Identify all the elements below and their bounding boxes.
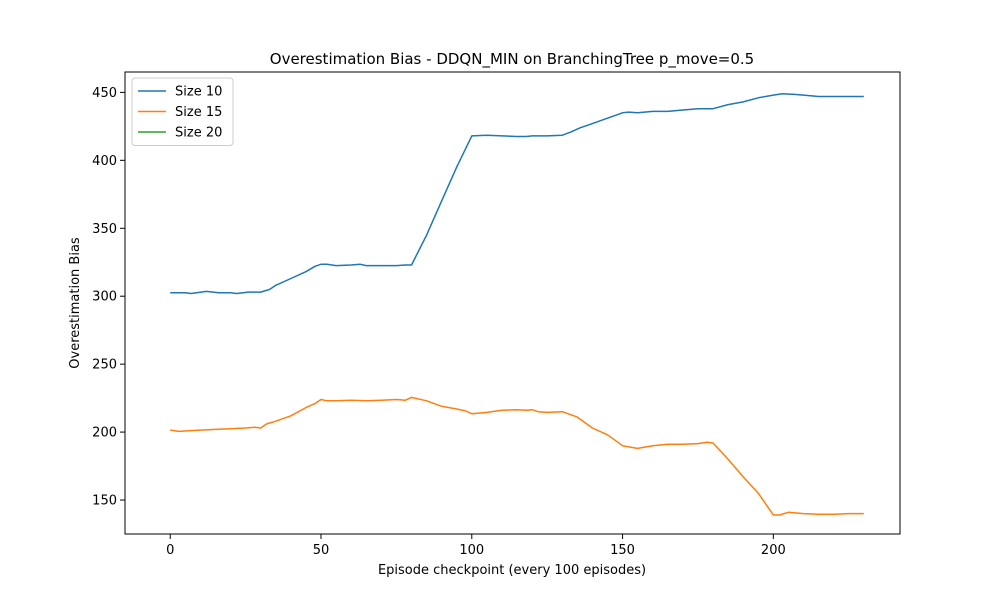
x-tick-label: 0 (166, 543, 174, 558)
y-axis-label: Overestimation Bias (68, 237, 83, 369)
series-line-1 (170, 92, 864, 295)
x-tick-label: 100 (459, 543, 484, 558)
x-tick-label: 200 (761, 543, 786, 558)
y-tick-label: 200 (92, 426, 117, 441)
y-tick-label: 250 (92, 358, 117, 373)
y-tick-label: 400 (92, 154, 117, 169)
y-tick-label: 450 (92, 86, 117, 101)
plot-frame (124, 71, 901, 535)
y-tick-label: 350 (92, 222, 117, 237)
legend-box (131, 77, 234, 146)
y-axis: 150 200 250 300 350 400 450 (92, 86, 125, 509)
x-tick-label: 150 (610, 543, 635, 558)
x-tick-label: 50 (313, 543, 330, 558)
y-tick-label: 150 (92, 494, 117, 509)
y-tick-label: 300 (92, 290, 117, 305)
series-layer (170, 92, 864, 516)
legend-label: Size 15 (175, 105, 222, 120)
chart-title: Overestimation Bias - DDQN_MIN on Branch… (270, 50, 754, 69)
series-line-2 (170, 396, 864, 516)
x-axis: 0 50 100 150 200 (166, 534, 786, 558)
x-axis-label: Episode checkpoint (every 100 episodes) (378, 563, 646, 578)
legend-label: Size 10 (175, 85, 222, 100)
legend-label: Size 20 (175, 126, 222, 141)
legend: Size 10 Size 15 Size 20 (131, 77, 234, 146)
